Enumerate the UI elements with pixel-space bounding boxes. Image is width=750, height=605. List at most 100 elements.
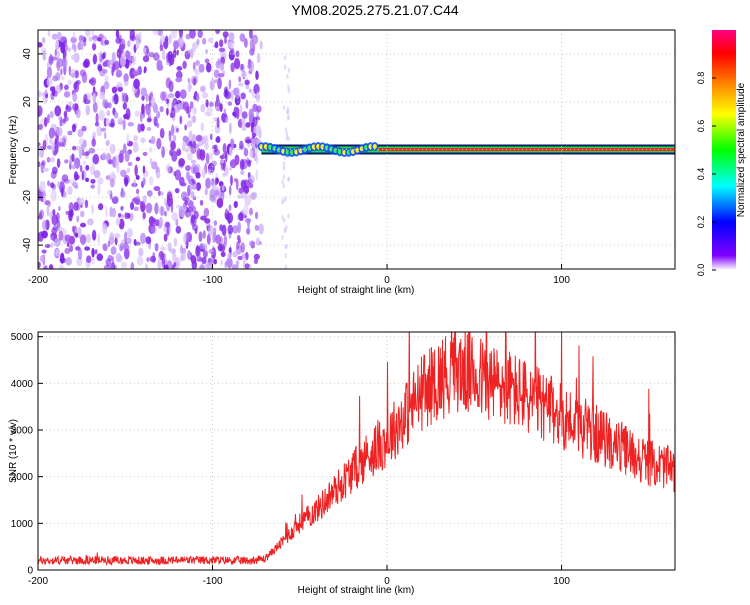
noise-blob [75, 246, 81, 251]
noise-blob [206, 233, 211, 245]
noise-blob [154, 243, 159, 252]
noise-blob [92, 101, 98, 113]
spectrogram-x-tick-label: -200 [28, 275, 48, 286]
noise-blob [187, 112, 191, 119]
noise-blob [204, 111, 211, 117]
noise-blob [127, 161, 133, 166]
noise-blob [141, 103, 145, 115]
noise-blob [156, 110, 161, 119]
noise-blob [204, 137, 208, 143]
spectrogram-x-tick-label: -100 [203, 275, 223, 286]
noise-blob [158, 189, 161, 197]
noise-blob [258, 223, 264, 235]
noise-blob [244, 217, 252, 224]
noise-blob [287, 176, 290, 182]
noise-blob [184, 200, 189, 206]
noise-blob [131, 55, 137, 66]
noise-blob [82, 160, 87, 166]
noise-blob [102, 98, 109, 109]
noise-blob [283, 217, 286, 223]
noise-blob [166, 227, 170, 237]
noise-blob [256, 52, 261, 64]
noise-blob [101, 152, 107, 160]
noise-blob [197, 30, 203, 39]
noise-blob [178, 176, 185, 186]
noise-blob [97, 177, 104, 185]
noise-blob [97, 37, 102, 42]
noise-blob [46, 205, 50, 217]
noise-blob [58, 230, 64, 241]
noise-blob [153, 52, 160, 61]
noise-blob [241, 122, 247, 132]
noise-blob [230, 89, 234, 101]
noise-blob [148, 216, 155, 226]
noise-blob [204, 187, 208, 196]
noise-blob [155, 172, 161, 179]
noise-blob [174, 187, 180, 194]
noise-blob [221, 224, 227, 236]
noise-blob [255, 91, 260, 103]
noise-blob [232, 225, 239, 234]
noise-blob [142, 177, 146, 186]
noise-blob [99, 57, 104, 62]
noise-blob [224, 91, 232, 100]
snr-y-tick-label: 3000 [11, 426, 34, 437]
noise-blob [96, 253, 104, 261]
noise-blob [208, 37, 214, 44]
noise-blob [127, 40, 131, 48]
noise-blob [238, 187, 244, 194]
noise-blob [255, 116, 261, 121]
noise-blob [175, 70, 183, 80]
noise-blob [46, 66, 53, 79]
noise-blob [257, 129, 262, 138]
noise-blob [139, 111, 143, 123]
noise-blob [61, 174, 69, 182]
noise-blob [167, 93, 175, 99]
noise-blob [198, 231, 203, 243]
noise-blob [195, 245, 201, 257]
noise-blob [220, 243, 226, 252]
noise-blob [160, 246, 166, 251]
noise-blob [133, 206, 139, 212]
noise-blob [67, 130, 73, 136]
noise-blob [217, 77, 222, 90]
noise-blob [72, 92, 78, 103]
noise-blob [218, 73, 225, 78]
noise-blob [255, 155, 259, 165]
noise-blob [121, 214, 125, 219]
noise-blob [201, 91, 209, 99]
noise-blob [41, 160, 46, 167]
noise-blob [202, 230, 206, 239]
noise-blob [173, 237, 178, 247]
noise-blob [59, 137, 65, 143]
noise-blob [281, 215, 284, 221]
colorbar: 0.0 0.2 0.4 0.6 0.8 Normalized spectral ampl… [696, 30, 747, 276]
noise-blob [151, 96, 156, 107]
noise-blob [91, 30, 95, 38]
noise-blob [72, 181, 78, 188]
noise-blob [253, 253, 260, 260]
noise-blob [41, 230, 48, 239]
noise-blob [78, 197, 85, 206]
noise-blob [119, 242, 125, 249]
noise-blob [107, 189, 112, 196]
figure-title: YM08.2025.275.21.07.C44 [291, 2, 459, 18]
noise-blob [249, 39, 254, 50]
noise-blob [113, 111, 119, 119]
noise-blob [241, 111, 248, 120]
noise-blob [199, 264, 205, 269]
noise-blob [117, 86, 123, 92]
noise-blob [189, 30, 196, 39]
noise-blob [48, 55, 54, 66]
noise-blob [111, 51, 116, 64]
noise-blob [54, 48, 58, 57]
noise-blob [122, 92, 129, 104]
noise-blob [171, 124, 175, 136]
noise-blob [145, 93, 149, 102]
noise-blob [93, 169, 101, 179]
noise-blob [245, 139, 252, 144]
noise-blob [195, 182, 202, 191]
noise-blob [70, 36, 77, 44]
noise-blob [207, 168, 212, 175]
noise-blob [122, 119, 126, 131]
